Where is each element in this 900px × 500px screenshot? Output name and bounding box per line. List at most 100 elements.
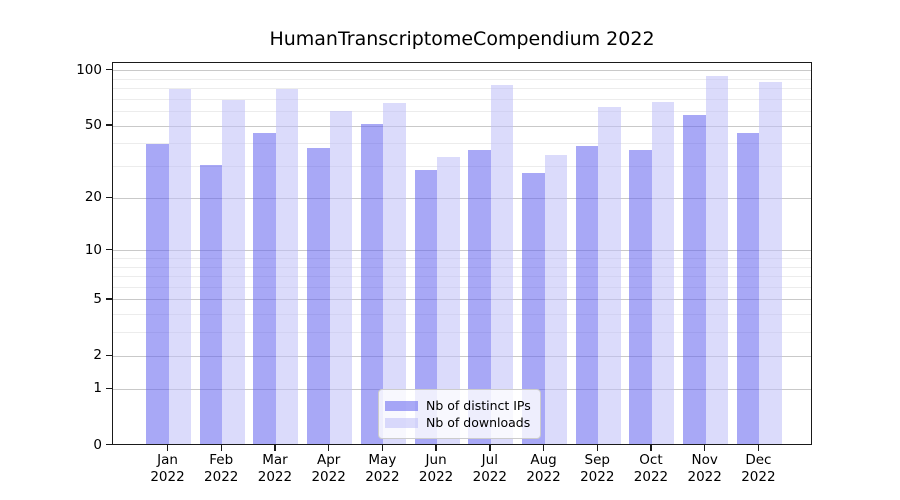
bar-downloads [651,102,675,444]
legend: Nb of distinct IPs Nb of downloads [378,389,541,439]
y-tick-label: 10 [84,241,102,258]
minor-gridline [113,111,811,113]
bar-downloads [598,107,621,444]
bar-distinct-ips [522,172,545,444]
x-tick [757,445,760,451]
minor-gridline [113,286,811,288]
bar-distinct-ips [736,132,760,444]
major-gridline [113,299,811,301]
x-tick-month: Oct [639,452,663,468]
y-tick-label: 2 [93,347,102,364]
x-tick-year: 2022 [741,469,776,485]
bar-distinct-ips [629,150,652,444]
y-tick-label: 5 [93,290,102,307]
x-tick-label: Mar 2022 [245,452,305,486]
x-tick-label: Jul 2022 [460,452,520,486]
legend-row: Nb of distinct IPs [385,397,531,414]
y-tick-label: 20 [84,189,102,206]
x-tick-year: 2022 [580,469,615,485]
y-tick-label: 0 [93,436,102,453]
bar-distinct-ips [575,145,599,444]
x-tick-label: Jan 2022 [138,452,198,486]
y-tick [106,249,112,251]
bar-downloads [705,76,729,444]
x-tick-year: 2022 [633,469,669,485]
legend-swatch-distinct-ips [385,400,418,411]
x-tick-label: May 2022 [352,452,412,486]
bar-distinct-ips [683,115,706,444]
chart-title: HumanTranscriptomeCompendium 2022 [269,28,655,50]
x-tick-month: Aug [530,452,557,468]
major-gridline [113,250,811,252]
minor-gridline [113,78,811,80]
major-gridline [113,70,811,72]
minor-gridline [113,314,811,316]
x-tick-label: Aug 2022 [514,452,574,486]
y-tick [106,387,112,389]
x-tick-year: 2022 [311,469,346,485]
x-tick-label: Feb 2022 [191,452,251,486]
y-tick [106,443,112,446]
x-tick-month: Jun [425,452,447,468]
bar-distinct-ips [360,124,384,444]
minor-gridline [113,166,811,168]
y-tick-label: 50 [84,117,102,134]
x-tick-year: 2022 [150,469,185,485]
bar-downloads [490,84,514,444]
bar-downloads [275,88,299,444]
x-tick-month: Mar [262,452,288,468]
x-tick-year: 2022 [418,469,454,485]
x-tick [435,445,437,451]
x-tick [274,445,276,451]
x-tick-month: Nov [691,452,718,468]
x-tick-month: Sep [584,452,610,468]
bar-downloads [759,81,782,444]
minor-gridline [113,258,811,259]
y-tick-label: 100 [76,61,102,78]
major-gridline [113,197,811,199]
x-tick-label: Sep 2022 [567,452,627,486]
minor-gridline [113,98,811,100]
x-tick [596,445,598,451]
x-tick-month: May [368,452,397,468]
legend-label: Nb of distinct IPs [426,398,531,413]
x-tick-year: 2022 [687,469,722,485]
legend-swatch-downloads [385,417,418,428]
x-tick-label: Oct 2022 [621,452,681,486]
x-tick-label: Dec 2022 [728,452,788,486]
x-tick-label: Jun 2022 [406,452,466,486]
major-gridline [113,355,811,357]
x-tick-month: Dec [745,452,772,468]
x-tick-year: 2022 [472,469,507,485]
bar-distinct-ips [146,143,169,444]
bar-downloads [383,103,406,444]
legend-label: Nb of downloads [426,415,531,430]
minor-gridline [113,332,811,334]
x-tick-year: 2022 [257,469,293,485]
bar-distinct-ips [199,164,223,444]
x-tick-month: Feb [209,452,234,468]
x-tick-label: Nov 2022 [675,452,735,486]
minor-gridline [113,276,811,278]
y-tick [106,298,112,300]
major-gridline [113,125,811,127]
bar-distinct-ips [468,150,491,444]
bar-distinct-ips [253,132,276,444]
minor-gridline [113,88,811,90]
x-tick-month: Jul [481,452,498,468]
x-tick [542,445,545,451]
bar-distinct-ips [414,170,438,444]
x-tick [220,445,222,451]
x-tick [166,445,169,451]
plot-area [112,62,812,445]
x-tick-month: Jan [157,452,178,468]
bar-downloads [222,99,245,444]
legend-row: Nb of downloads [385,414,531,431]
x-tick [704,445,706,451]
x-tick-label: Apr 2022 [299,452,359,486]
x-tick [650,445,652,451]
minor-gridline [113,266,811,268]
x-tick-year: 2022 [526,469,561,485]
minor-gridline [113,143,811,145]
